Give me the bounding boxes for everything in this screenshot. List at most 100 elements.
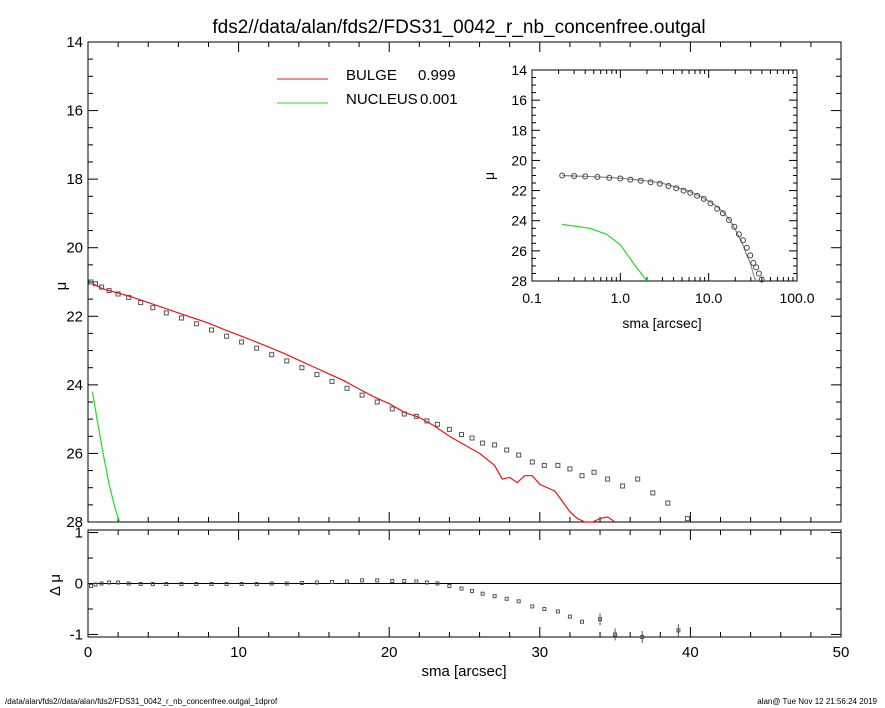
- residual-point: [390, 579, 395, 583]
- residual-point: [254, 582, 259, 586]
- data-point: [591, 469, 597, 475]
- main-y-tick-label: 28: [66, 514, 83, 531]
- data-point: [178, 315, 184, 321]
- main-y-tick-label: 24: [66, 377, 83, 394]
- residual-point: [150, 582, 155, 586]
- data-point: [299, 365, 305, 371]
- chart-title: fds2//data/alan/fds2/FDS31_0042_r_nb_con…: [212, 17, 705, 38]
- inset-data-point: [673, 185, 680, 192]
- residual-point: [542, 607, 547, 611]
- inset-plot: 14 16 18 20 22 24 26 280.1 1.0 10.0 100.0 μ sma [a…: [481, 62, 815, 331]
- main-plot: 14 16 18 20 22 24 26 28 μ BULGE 0.999 NUCLEUS 0…: [53, 34, 842, 531]
- inset-data-point: [700, 195, 707, 202]
- residual-point: [269, 581, 274, 586]
- data-point: [224, 333, 230, 339]
- residual-point: [116, 580, 121, 585]
- main-y-label: μ: [53, 282, 70, 291]
- legend-value-bulge: 0.999: [418, 67, 456, 84]
- inset-data-point: [559, 172, 566, 179]
- residual-marks: [89, 578, 681, 643]
- x-axis-label: sma [arcsec]: [421, 663, 506, 680]
- inset-nucleus-line: [562, 223, 648, 282]
- legend-label-nucleus: NUCLEUS: [346, 91, 418, 108]
- inset-data-point: [743, 244, 750, 251]
- residual-point: [375, 578, 380, 583]
- inset-data-point: [606, 174, 613, 181]
- residual-point: [360, 578, 365, 583]
- x-tick-label: 0: [84, 644, 92, 661]
- main-y-tick-label: 14: [66, 34, 83, 51]
- legend-label-bulge: BULGE: [346, 67, 397, 84]
- data-point: [555, 462, 561, 468]
- inset-data-point: [582, 173, 589, 180]
- inset-data-point: [617, 175, 624, 182]
- data-point: [620, 483, 626, 489]
- main-marks: [88, 279, 690, 523]
- data-point: [374, 399, 380, 405]
- residual-point: [126, 581, 131, 586]
- inset-marks: [559, 172, 765, 283]
- residual-y-tick-label: -1: [70, 626, 83, 643]
- inset-data-point: [740, 237, 746, 244]
- inset-data-point: [755, 270, 762, 277]
- data-point: [650, 490, 656, 496]
- inset-data-point: [714, 205, 721, 212]
- data-point: [504, 447, 510, 453]
- legend: BULGE 0.999 NUCLEUS 0.001: [277, 67, 458, 108]
- data-point: [329, 378, 335, 384]
- nucleus-line: [91, 391, 121, 523]
- x-tick-label: 40: [682, 644, 699, 661]
- inset-y-tick-label: 20: [511, 152, 527, 168]
- data-point: [579, 473, 585, 479]
- data-point: [359, 392, 365, 398]
- inset-data-point: [753, 264, 760, 271]
- data-point: [480, 440, 486, 446]
- bulge-line: [92, 283, 616, 523]
- data-point: [126, 294, 132, 300]
- inset-x-label: sma [arcsec]: [622, 315, 701, 331]
- residual-point: [284, 581, 289, 586]
- inset-y-tick-label: 14: [511, 62, 527, 78]
- main-y-tick-label: 26: [66, 445, 83, 462]
- data-point: [605, 476, 611, 482]
- inset-data-point: [719, 210, 726, 217]
- data-point: [492, 442, 498, 448]
- residual-point: [299, 581, 304, 585]
- data-point: [529, 459, 535, 465]
- inset-x-tick-label: 10.0: [695, 290, 722, 306]
- residual-point: [470, 589, 474, 594]
- data-point: [469, 435, 475, 441]
- residual-y-label: Δ μ: [47, 574, 64, 596]
- data-point: [269, 352, 275, 358]
- inset-ticks: 14 16 18 20 22 24 26 280.1 1.0 10.0 100.0: [511, 62, 814, 306]
- residual-point: [179, 582, 184, 586]
- data-point: [459, 432, 464, 438]
- inset-data-point: [665, 183, 672, 189]
- data-point: [138, 300, 144, 306]
- residual-point: [424, 580, 429, 585]
- data-point: [209, 327, 214, 333]
- residual-point: [330, 580, 334, 584]
- residual-point: [492, 594, 497, 599]
- main-y-tick-label: 18: [66, 171, 83, 188]
- residual-point: [480, 591, 485, 596]
- residual-point: [209, 582, 214, 586]
- data-point: [239, 339, 245, 345]
- residual-point: [580, 619, 584, 624]
- x-tick-label: 20: [381, 644, 398, 661]
- x-tick-label: 10: [230, 644, 247, 661]
- residual-ticks: 0 10 20 30 40 50-101: [70, 525, 850, 661]
- inset-data-point: [571, 173, 578, 179]
- inset-data-point: [627, 176, 634, 183]
- main-y-tick-label: 22: [66, 308, 83, 325]
- data-point: [254, 345, 260, 351]
- residual-point: [530, 604, 535, 609]
- inset-data-point: [735, 231, 742, 238]
- x-tick-label: 50: [833, 644, 850, 661]
- residual-point: [435, 581, 440, 586]
- residual-point: [459, 586, 464, 591]
- residual-point: [447, 584, 452, 588]
- legend-value-nucleus: 0.001: [420, 91, 458, 108]
- data-point: [541, 462, 547, 468]
